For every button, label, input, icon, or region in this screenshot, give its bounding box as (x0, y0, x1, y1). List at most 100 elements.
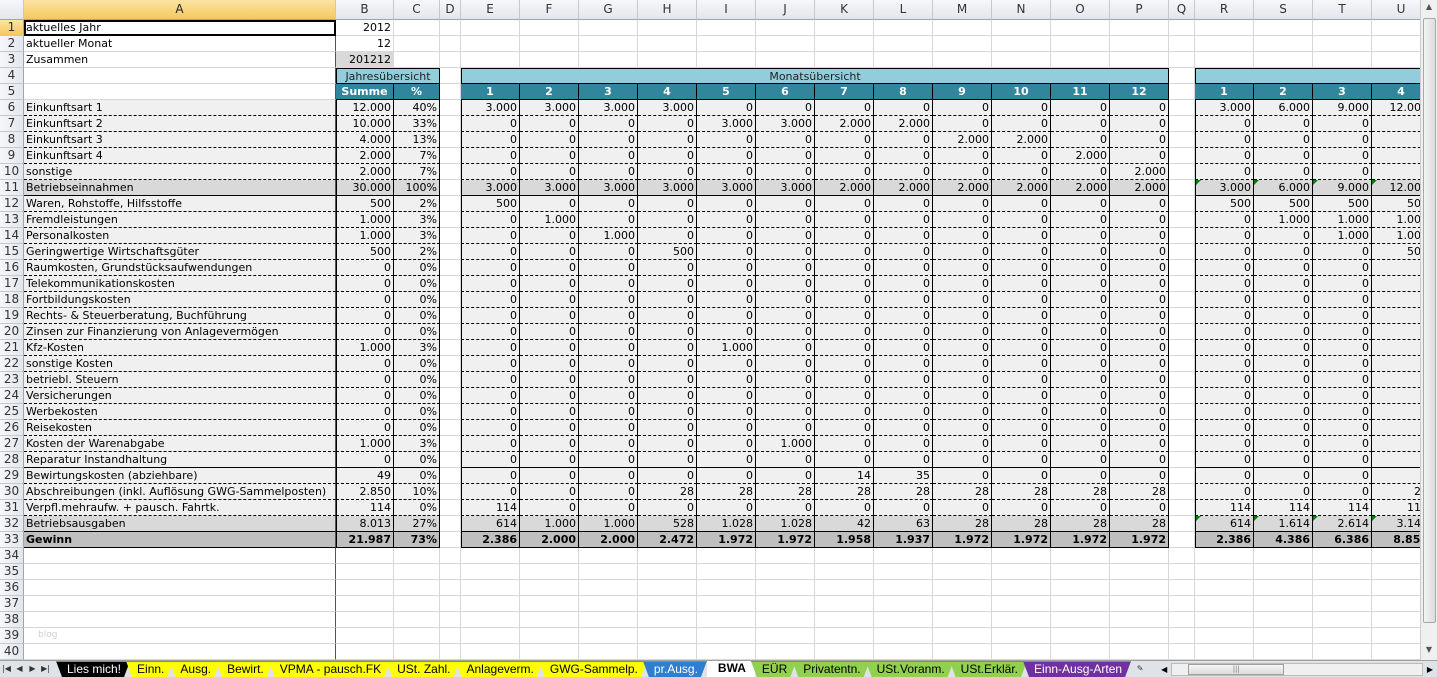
empty-cell[interactable] (461, 628, 520, 644)
month-value[interactable]: 3.000 (697, 116, 756, 132)
row-header-7[interactable]: 7 (0, 116, 24, 132)
row-header-24[interactable]: 24 (0, 388, 24, 404)
month-header[interactable]: 1 (461, 84, 520, 100)
column-header-H[interactable]: H (638, 0, 697, 20)
empty-cell[interactable] (440, 372, 461, 388)
cumulative-value[interactable]: 0 (1372, 148, 1420, 164)
empty-cell[interactable] (24, 68, 336, 84)
empty-cell[interactable] (638, 644, 697, 660)
month-value[interactable]: 0 (579, 404, 638, 420)
summe-value[interactable]: 1.000 (336, 228, 394, 244)
empty-cell[interactable] (1372, 548, 1420, 564)
cumulative-value[interactable]: 1.614 (1254, 516, 1313, 532)
month-value[interactable]: 0 (1110, 196, 1169, 212)
empty-cell[interactable] (440, 196, 461, 212)
empty-cell[interactable] (440, 276, 461, 292)
month-value[interactable]: 0 (520, 404, 579, 420)
month-value[interactable]: 0 (579, 260, 638, 276)
month-value[interactable]: 0 (815, 196, 874, 212)
cumulative-value[interactable]: 0 (1313, 436, 1372, 452)
empty-cell[interactable] (336, 612, 394, 628)
yearly-overview-header[interactable]: Jahresübersicht (336, 68, 440, 84)
empty-cell[interactable] (440, 52, 461, 68)
empty-cell[interactable] (756, 580, 815, 596)
month-value[interactable]: 0 (992, 148, 1051, 164)
month-value[interactable]: 528 (638, 516, 697, 532)
empty-cell[interactable] (1372, 580, 1420, 596)
empty-cell[interactable] (638, 36, 697, 52)
empty-cell[interactable] (440, 468, 461, 484)
month-value[interactable]: 0 (579, 388, 638, 404)
month-value[interactable]: 0 (756, 100, 815, 116)
month-value[interactable]: 2.000 (579, 532, 638, 548)
month-value[interactable]: 0 (1110, 260, 1169, 276)
month-value[interactable]: 2.000 (933, 180, 992, 196)
row-header-17[interactable]: 17 (0, 276, 24, 292)
column-header-S[interactable]: S (1254, 0, 1313, 20)
month-value[interactable]: 0 (697, 452, 756, 468)
empty-cell[interactable] (461, 596, 520, 612)
cumulative-value[interactable]: 0 (1195, 468, 1254, 484)
empty-cell[interactable] (1169, 308, 1195, 324)
month-value[interactable]: 0 (992, 292, 1051, 308)
cumulative-value[interactable]: 500 (1195, 196, 1254, 212)
empty-cell[interactable] (336, 628, 394, 644)
empty-cell[interactable] (933, 580, 992, 596)
month-value[interactable]: 1.000 (520, 516, 579, 532)
month-value[interactable]: 0 (992, 100, 1051, 116)
empty-cell[interactable] (933, 548, 992, 564)
month-value[interactable]: 28 (1051, 516, 1110, 532)
row-header-3[interactable]: 3 (0, 52, 24, 68)
empty-cell[interactable] (440, 580, 461, 596)
month-value[interactable]: 114 (461, 500, 520, 516)
cumulative-value[interactable]: 0 (1313, 356, 1372, 372)
month-value[interactable]: 0 (461, 308, 520, 324)
last-sheet-icon[interactable]: ▶| (41, 664, 50, 673)
month-value[interactable]: 0 (992, 356, 1051, 372)
month-value[interactable]: 0 (1051, 452, 1110, 468)
cumulative-value[interactable]: 614 (1195, 516, 1254, 532)
month-value[interactable]: 0 (874, 388, 933, 404)
month-value[interactable]: 0 (756, 228, 815, 244)
empty-cell[interactable] (1169, 436, 1195, 452)
month-value[interactable]: 3.000 (579, 100, 638, 116)
month-header[interactable]: 11 (1051, 84, 1110, 100)
empty-cell[interactable] (1169, 548, 1195, 564)
month-header[interactable]: 5 (697, 84, 756, 100)
sheet-tab-ust-voranm-[interactable]: USt.Voranm. (866, 661, 954, 677)
spreadsheet[interactable]: A B C D E F G H I J K L M N O P Q R S T U 1 aktuelles Jahr 2012… (0, 0, 1420, 660)
percent-value[interactable]: 40% (394, 100, 440, 116)
month-value[interactable]: 0 (933, 404, 992, 420)
empty-cell[interactable] (1051, 564, 1110, 580)
sheet-tab-privatentn-[interactable]: Privatentn. (792, 661, 869, 677)
empty-cell[interactable] (1110, 580, 1169, 596)
row-header-25[interactable]: 25 (0, 404, 24, 420)
cumulative-value[interactable]: 12.000 (1372, 180, 1420, 196)
column-header-N[interactable]: N (992, 0, 1051, 20)
month-value[interactable]: 0 (461, 148, 520, 164)
cumulative-value[interactable]: 0 (1313, 420, 1372, 436)
month-value[interactable]: 0 (579, 356, 638, 372)
month-value[interactable]: 0 (1051, 244, 1110, 260)
cumulative-value[interactable]: 8.858 (1372, 532, 1420, 548)
empty-cell[interactable] (1254, 628, 1313, 644)
month-value[interactable]: 0 (992, 340, 1051, 356)
summe-value[interactable]: 4.000 (336, 132, 394, 148)
empty-cell[interactable] (461, 580, 520, 596)
month-value[interactable]: 0 (638, 228, 697, 244)
empty-cell[interactable] (461, 612, 520, 628)
empty-cell[interactable] (24, 84, 336, 100)
row-header-5[interactable]: 5 (0, 84, 24, 100)
empty-cell[interactable] (461, 644, 520, 660)
cumulative-value[interactable]: 0 (1254, 340, 1313, 356)
cumulative-value[interactable]: 0 (1254, 276, 1313, 292)
percent-value[interactable]: 3% (394, 212, 440, 228)
month-value[interactable]: 3.000 (756, 180, 815, 196)
empty-cell[interactable] (874, 20, 933, 36)
month-value[interactable]: 0 (933, 148, 992, 164)
month-value[interactable]: 3.000 (756, 116, 815, 132)
month-value[interactable]: 0 (461, 244, 520, 260)
month-value[interactable]: 2.000 (520, 532, 579, 548)
empty-cell[interactable] (1372, 20, 1420, 36)
month-value[interactable]: 0 (461, 404, 520, 420)
